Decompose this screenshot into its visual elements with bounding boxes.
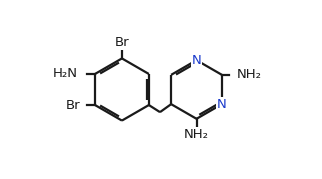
Text: N: N (217, 98, 227, 111)
Text: H₂N: H₂N (52, 67, 78, 80)
Text: NH₂: NH₂ (184, 128, 209, 141)
Text: Br: Br (65, 99, 80, 112)
Text: NH₂: NH₂ (237, 68, 262, 81)
Text: Br: Br (115, 36, 129, 49)
Text: N: N (192, 54, 201, 67)
